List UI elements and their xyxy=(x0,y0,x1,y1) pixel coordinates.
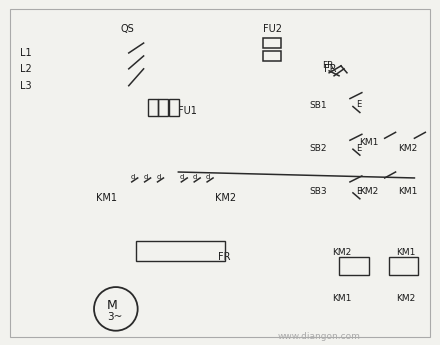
Bar xyxy=(263,51,281,61)
Text: FR: FR xyxy=(218,252,231,262)
Text: KM2: KM2 xyxy=(359,187,378,196)
Bar xyxy=(339,257,369,275)
Text: FR: FR xyxy=(322,61,334,70)
Text: SB2: SB2 xyxy=(309,144,327,153)
Text: SB3: SB3 xyxy=(309,187,327,196)
Text: KM1: KM1 xyxy=(332,295,352,304)
Text: FR: FR xyxy=(324,64,337,74)
Text: QS: QS xyxy=(121,24,135,34)
Text: www.diangon.com: www.diangon.com xyxy=(278,332,360,341)
Text: SB1: SB1 xyxy=(309,101,327,110)
Text: d: d xyxy=(193,174,198,180)
Text: E: E xyxy=(356,187,361,196)
Text: KM1: KM1 xyxy=(359,138,378,147)
Text: KM2: KM2 xyxy=(332,248,352,257)
Bar xyxy=(263,38,281,48)
Text: L3: L3 xyxy=(20,81,31,91)
Text: L2: L2 xyxy=(20,64,31,74)
Text: KM2: KM2 xyxy=(215,193,236,203)
Bar xyxy=(389,257,418,275)
Text: KM1: KM1 xyxy=(399,187,418,196)
Text: d: d xyxy=(143,174,148,180)
Text: E: E xyxy=(356,144,361,153)
Text: KM1: KM1 xyxy=(96,193,117,203)
Bar xyxy=(158,99,169,117)
Text: d: d xyxy=(180,174,184,180)
Text: d: d xyxy=(206,174,210,180)
Text: M: M xyxy=(107,299,117,313)
Text: E: E xyxy=(356,100,361,109)
Text: FU1: FU1 xyxy=(178,106,197,116)
Text: KM2: KM2 xyxy=(399,144,418,153)
Bar xyxy=(147,99,158,117)
Text: d: d xyxy=(156,174,161,180)
Text: KM2: KM2 xyxy=(396,295,416,304)
Text: d: d xyxy=(131,174,135,180)
Text: FU2: FU2 xyxy=(263,24,282,34)
Bar xyxy=(136,241,225,261)
Text: KM1: KM1 xyxy=(396,248,416,257)
Text: L1: L1 xyxy=(20,48,31,58)
Text: 3~: 3~ xyxy=(107,312,122,322)
Bar xyxy=(169,99,180,117)
